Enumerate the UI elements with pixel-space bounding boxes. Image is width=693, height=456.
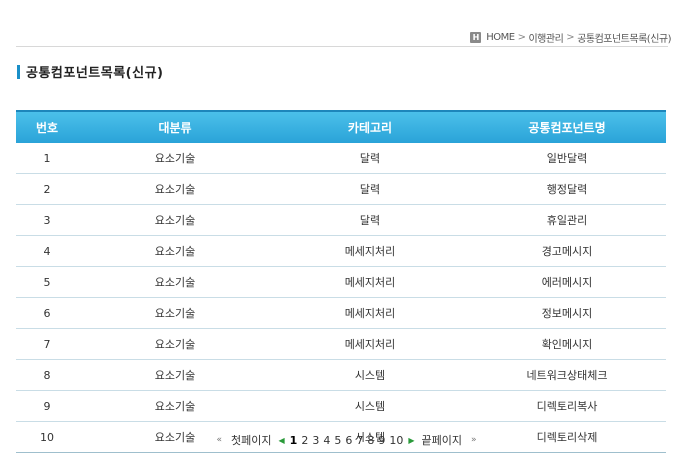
page-link-6[interactable]: 6 [345,433,353,447]
last-page-link[interactable]: 끝페이지 [421,434,462,447]
component-table: 번호 대분류 카테고리 공통컴포넌트명 1 요소기술 달력 일반달력 2 요소기술 달력 행… [16,110,666,453]
table-row[interactable]: 1 요소기술 달력 일반달력 [16,143,666,174]
table-row[interactable]: 2 요소기술 달력 행정달력 [16,173,666,205]
cell-number: 4 [16,235,78,267]
page-link-2[interactable]: 2 [301,433,309,447]
column-header-category: 카테고리 [272,110,468,143]
cell-component-name[interactable]: 디렉토리복사 [468,390,666,422]
column-header-component-name: 공통컴포넌트명 [468,110,666,143]
table-header-row: 번호 대분류 카테고리 공통컴포넌트명 [16,110,666,143]
header-divider [16,46,668,47]
table-row[interactable]: 10 요소기술 시스템 디렉토리삭제 [16,421,666,453]
page-link-9[interactable]: 9 [378,433,386,447]
cell-major-category: 요소기술 [78,297,272,329]
table-row[interactable]: 9 요소기술 시스템 디렉토리복사 [16,390,666,422]
next-page-icon[interactable]: ▶ [408,435,415,445]
title-marker [17,64,20,79]
cell-category: 시스템 [272,359,468,391]
cell-major-category: 요소기술 [78,359,272,391]
table-row[interactable]: 7 요소기술 메세지처리 확인메시지 [16,328,666,360]
chevron-right-icon: > [517,32,526,43]
page-link-8[interactable]: 8 [367,433,375,447]
column-header-number: 번호 [16,110,78,143]
cell-component-name[interactable]: 디렉토리삭제 [468,421,666,453]
first-page-arrow-icon[interactable]: « [216,435,223,445]
cell-category: 메세지처리 [272,328,468,360]
cell-category: 메세지처리 [272,235,468,267]
table-row[interactable]: 4 요소기술 메세지처리 경고메시지 [16,235,666,267]
cell-number: 6 [16,297,78,329]
cell-number: 5 [16,266,78,298]
prev-page-icon[interactable]: ◀ [278,435,285,445]
cell-number: 8 [16,359,78,391]
cell-number: 7 [16,328,78,360]
cell-component-name[interactable]: 네트워크상태체크 [468,359,666,391]
cell-category: 달력 [272,204,468,236]
cell-number: 10 [16,421,78,453]
cell-component-name[interactable]: 에러메시지 [468,266,666,298]
page-link-3[interactable]: 3 [312,433,320,447]
column-header-major-category: 대분류 [78,110,272,143]
page-link-5[interactable]: 5 [334,433,342,447]
cell-major-category: 요소기술 [78,143,272,174]
page-link-7[interactable]: 7 [356,433,364,447]
cell-number: 1 [16,143,78,174]
cell-category: 메세지처리 [272,266,468,298]
cell-component-name[interactable]: 행정달력 [468,173,666,205]
cell-component-name[interactable]: 일반달력 [468,143,666,174]
cell-major-category: 요소기술 [78,173,272,205]
home-icon: H [470,32,482,43]
cell-major-category: 요소기술 [78,328,272,360]
cell-component-name[interactable]: 확인메시지 [468,328,666,360]
breadcrumb-level1-link[interactable]: 이행관리 [528,34,564,45]
cell-component-name[interactable]: 정보메시지 [468,297,666,329]
cell-major-category: 요소기술 [78,421,272,453]
table-row[interactable]: 3 요소기술 달력 휴일관리 [16,204,666,236]
cell-category: 달력 [272,173,468,205]
pagination: « 첫페이지 ◀ 1 2 3 4 5 6 7 8 9 10 ▶ 끝페이지 » [0,432,693,448]
cell-category: 시스템 [272,390,468,422]
page-link-1[interactable]: 1 [289,433,298,447]
table-row[interactable]: 5 요소기술 메세지처리 에러메시지 [16,266,666,298]
breadcrumb: H HOME > 이행관리 > 공통컴포넌트목록(신규) [470,30,671,45]
page-link-4[interactable]: 4 [323,433,331,447]
last-page-arrow-icon[interactable]: » [470,435,477,445]
cell-number: 3 [16,204,78,236]
page-link-10[interactable]: 10 [389,433,404,447]
table-row[interactable]: 6 요소기술 메세지처리 정보메시지 [16,297,666,329]
breadcrumb-current: 공통컴포넌트목록(신규) [577,34,671,45]
cell-number: 9 [16,390,78,422]
cell-category: 메세지처리 [272,297,468,329]
cell-major-category: 요소기술 [78,390,272,422]
cell-major-category: 요소기술 [78,266,272,298]
first-page-link[interactable]: 첫페이지 [231,434,272,447]
cell-component-name[interactable]: 휴일관리 [468,204,666,236]
breadcrumb-home-link[interactable]: HOME [486,32,515,43]
page-title: 공통컴포넌트목록(신규) [26,66,164,81]
cell-major-category: 요소기술 [78,235,272,267]
cell-component-name[interactable]: 경고메시지 [468,235,666,267]
cell-category: 달력 [272,143,468,174]
cell-major-category: 요소기술 [78,204,272,236]
cell-number: 2 [16,173,78,205]
table-row[interactable]: 8 요소기술 시스템 네트워크상태체크 [16,359,666,391]
cell-category: 시스템 [272,421,468,453]
chevron-right-icon: > [566,32,575,43]
title-row: 공통컴포넌트목록(신규) [17,62,163,81]
